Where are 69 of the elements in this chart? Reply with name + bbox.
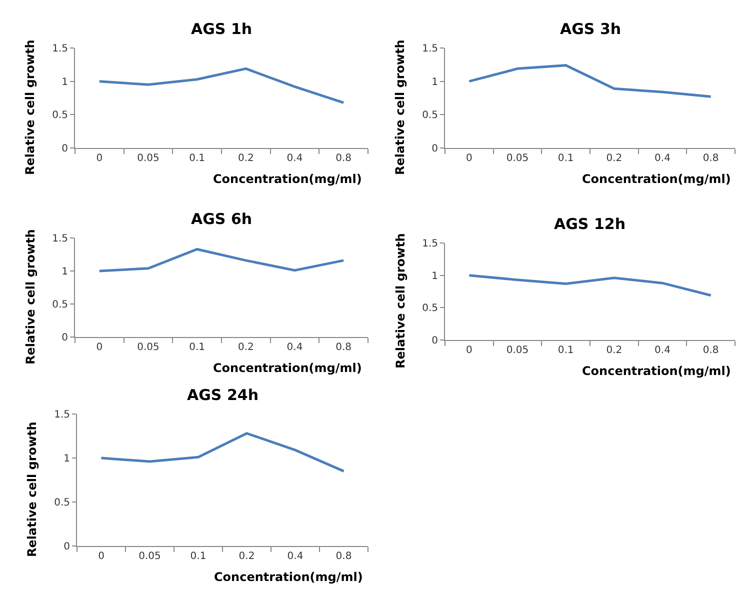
x-axis-title: Concentration(mg/ml) [582, 364, 731, 378]
y-tick-label: 0 [62, 332, 68, 344]
y-tick-label: 1.5 [54, 410, 70, 420]
chart-title: AGS 12h [554, 215, 626, 233]
x-tick-label: 0.1 [189, 342, 206, 353]
x-axis-title: Concentration(mg/ml) [213, 172, 362, 186]
x-tick-label: 0.1 [558, 345, 574, 356]
y-tick-label: 1 [432, 76, 438, 88]
x-tick-label: 0.2 [238, 342, 254, 353]
line-series [98, 67, 345, 104]
chart-title: AGS 3h [560, 20, 622, 38]
x-tick-label: 0 [96, 153, 103, 164]
line-series [100, 432, 345, 472]
y-tick-label: 0.5 [54, 498, 70, 508]
x-tick-label: 0.8 [336, 551, 352, 562]
y-tick-label: 1 [64, 454, 70, 464]
y-tick-label: 0.5 [52, 110, 68, 122]
y-tick-label: 1.5 [52, 234, 68, 244]
line-series [98, 248, 345, 272]
chart-title: AGS 6h [191, 210, 252, 228]
x-tick-label: 0.05 [137, 342, 160, 353]
y-tick-label: 0 [64, 542, 70, 552]
x-tick-label: 0.2 [238, 551, 255, 562]
x-tick-label: 0.4 [654, 153, 670, 164]
x-axis-title: Concentration(mg/ml) [214, 570, 363, 584]
x-axis-title: Concentration(mg/ml) [213, 361, 362, 375]
y-tick-label: 0 [62, 144, 68, 154]
x-tick-label: 0.8 [702, 153, 719, 164]
x-tick-label: 0.1 [189, 153, 206, 164]
chart-title: AGS 1h [191, 20, 252, 38]
x-axis-title: Concentration(mg/ml) [582, 172, 731, 186]
line-series [468, 64, 712, 98]
x-tick-label: 0.1 [190, 551, 206, 562]
y-axis-title: Relative cell growth [23, 40, 37, 175]
x-tick-label: 0.2 [238, 153, 254, 164]
x-tick-label: 0.8 [702, 345, 719, 356]
y-axis-title: Relative cell growth [24, 229, 38, 364]
x-tick-label: 0.2 [606, 153, 622, 164]
x-tick-label: 0 [96, 342, 103, 353]
y-tick-label: 1 [62, 76, 68, 88]
x-tick-label: 0 [466, 153, 472, 164]
y-tick-label: 1.5 [52, 44, 68, 54]
x-tick-label: 0.8 [336, 153, 352, 164]
y-tick-label: 1 [62, 266, 68, 278]
x-tick-label: 0.05 [506, 345, 529, 356]
x-tick-label: 0.4 [287, 551, 304, 562]
x-tick-label: 0.4 [286, 342, 303, 353]
x-tick-label: 0.1 [558, 153, 574, 164]
y-axis-title: Relative cell growth [25, 422, 39, 557]
y-tick-label: 0.5 [422, 303, 438, 314]
y-tick-label: 1 [432, 270, 438, 282]
x-tick-label: 0.05 [137, 153, 160, 164]
line-series [468, 274, 712, 297]
chart-title: AGS 24h [187, 386, 258, 404]
y-axis-title: Relative cell growth [393, 40, 407, 175]
y-tick-label: 1.5 [422, 44, 438, 54]
x-tick-label: 0.4 [286, 153, 303, 164]
y-tick-label: 0.5 [422, 110, 438, 122]
y-tick-label: 0.5 [52, 300, 68, 310]
x-tick-label: 0.8 [336, 342, 352, 353]
x-tick-label: 0 [466, 345, 472, 356]
y-tick-label: 0 [432, 144, 438, 154]
x-tick-label: 0.05 [138, 551, 161, 562]
x-tick-label: 0.2 [606, 345, 622, 356]
x-tick-label: 0.05 [506, 153, 529, 164]
y-axis-title: Relative cell growth [394, 233, 408, 368]
y-tick-label: 1.5 [422, 238, 438, 250]
x-tick-label: 0 [98, 551, 104, 562]
x-tick-label: 0.4 [654, 345, 670, 356]
